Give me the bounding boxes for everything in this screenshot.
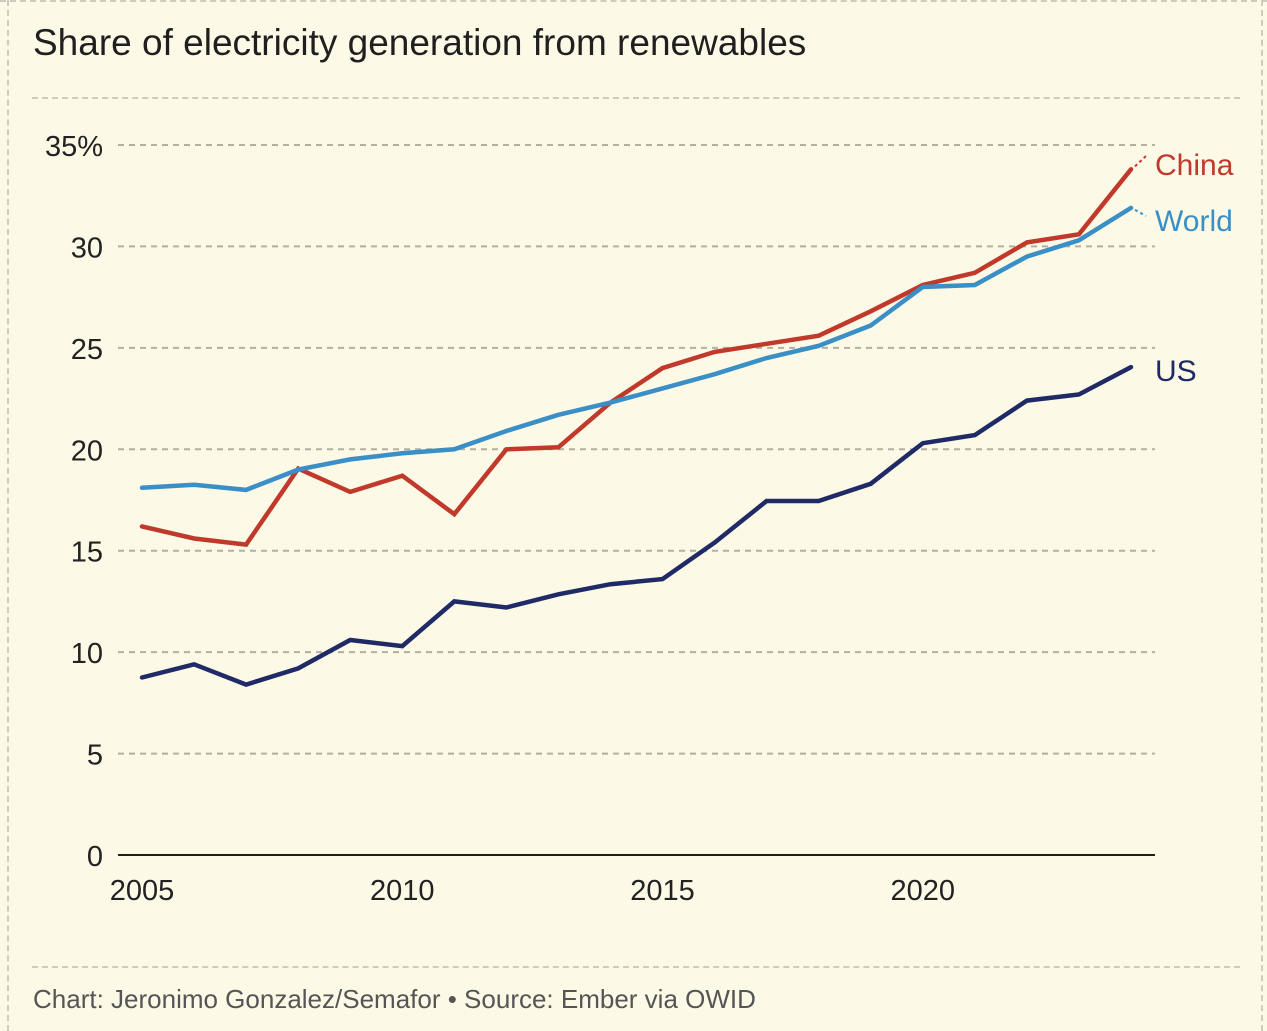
y-tick-label: 25 <box>71 334 103 366</box>
x-axis-ticks: 2005 2010 2015 2020 <box>110 875 955 907</box>
footer-divider <box>32 966 1240 968</box>
x-tick-label: 2005 <box>110 875 175 907</box>
series-lines <box>139 167 1134 687</box>
x-tick-label: 2010 <box>370 875 435 907</box>
y-tick-label: 0 <box>87 841 103 873</box>
title-divider <box>32 97 1240 99</box>
gridlines <box>118 144 1155 755</box>
series-line-us <box>139 364 1134 687</box>
series-label-us: US <box>1155 355 1197 388</box>
chart-credit-footer: Chart: Jeronimo Gonzalez/Semafor • Sourc… <box>33 984 756 1014</box>
y-tick-label: 10 <box>71 638 103 670</box>
frame-border-left <box>7 0 9 1031</box>
series-labels: China World US <box>1134 149 1234 388</box>
y-tick-label: 15 <box>71 537 103 569</box>
x-tick-label: 2020 <box>891 875 956 907</box>
frame-border-right <box>1261 0 1263 1031</box>
y-tick-label: 20 <box>71 435 103 467</box>
chart-title: Share of electricity generation from ren… <box>33 22 807 63</box>
y-tick-label: 35% <box>45 131 103 163</box>
y-axis-ticks: 0 5 10 15 20 25 30 35% <box>45 131 103 873</box>
y-tick-label: 30 <box>71 232 103 264</box>
series-label-world: World <box>1155 205 1233 238</box>
y-tick-label: 5 <box>87 740 103 772</box>
label-leader-china <box>1134 155 1147 168</box>
series-label-china: China <box>1155 149 1234 182</box>
series-line-china <box>139 167 1134 547</box>
frame-border-top <box>0 0 1267 2</box>
series-line-world <box>139 205 1134 493</box>
label-leader-world <box>1134 209 1147 217</box>
x-tick-label: 2015 <box>630 875 695 907</box>
